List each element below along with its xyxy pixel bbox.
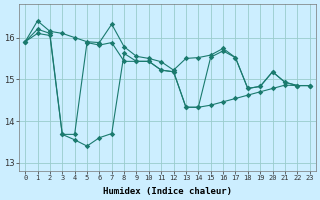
X-axis label: Humidex (Indice chaleur): Humidex (Indice chaleur)	[103, 187, 232, 196]
